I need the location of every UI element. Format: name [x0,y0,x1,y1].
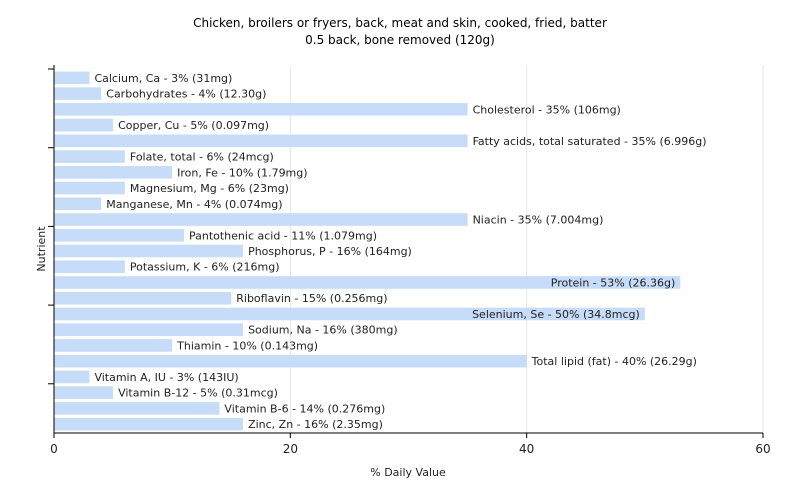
bar-17 [54,339,173,352]
bar-22 [54,417,244,431]
bar-label-11: Phosphorus, P - 16% (164mg) [248,245,412,258]
chart-title: Chicken, broilers or fryers, back, meat … [193,16,607,30]
bar-label-0: Calcium, Ca - 3% (31mg) [94,72,232,85]
bar-label-21: Vitamin B-6 - 14% (0.276mg) [224,402,385,415]
bar-13 [54,276,681,289]
bar-label-3: Copper, Cu - 5% (0.097mg) [118,119,269,132]
bar-5 [54,150,125,163]
bar-label-5: Folate, total - 6% (24mcg) [130,151,274,164]
bar-14 [54,291,232,305]
bar-21 [54,402,220,415]
bar-label-17: Thiamin - 10% (0.143mg) [176,339,318,352]
bar-label-1: Carbohydrates - 4% (12.30g) [106,88,266,101]
bar-label-15: Selenium, Se - 50% (34.8mcg) [472,308,640,321]
y-axis-label: Nutrient [35,226,48,272]
bar-11 [54,244,244,258]
bar-3 [54,118,114,132]
axes-group: 0 20 40 60 [48,65,771,456]
bar-12 [54,260,125,274]
bar-15 [54,307,645,321]
bar-18 [54,354,527,368]
x-tick-label-1: 20 [283,442,298,456]
bar-1 [54,87,102,100]
bar-label-8: Manganese, Mn - 4% (0.074mg) [106,198,282,211]
bar-0 [54,71,90,85]
bar-label-4: Fatty acids, total saturated - 35% (6.99… [473,135,707,148]
x-tick-label-2: 40 [519,442,534,456]
bar-9 [54,213,468,226]
bar-label-13: Protein - 53% (26.36g) [551,276,676,289]
bar-4 [54,134,468,148]
x-axis-label: % Daily Value [370,466,446,479]
bar-label-20: Vitamin B-12 - 5% (0.31mcg) [118,387,278,400]
bar-label-19: Vitamin A, IU - 3% (143IU) [94,371,238,384]
bar-8 [54,197,102,211]
bar-10 [54,228,184,242]
bar-16 [54,323,244,336]
bar-label-22: Zinc, Zn - 16% (2.35mg) [248,418,383,431]
bars-group: Calcium, Ca - 3% (31mg) Carbohydrates - 4… [54,71,707,431]
x-tick-label-3: 60 [755,442,770,456]
chart-subtitle: 0.5 back, bone removed (120g) [305,33,495,47]
bar-label-10: Pantothenic acid - 11% (1.079mg) [189,229,377,242]
bar-label-6: Iron, Fe - 10% (1.79mg) [177,166,307,179]
bar-label-18: Total lipid (fat) - 40% (26.29g) [531,355,697,368]
bar-label-14: Riboflavin - 15% (0.256mg) [236,292,387,305]
bar-6 [54,166,173,179]
bar-2 [54,103,468,116]
bar-label-9: Niacin - 35% (7.004mg) [473,214,604,227]
bar-19 [54,370,90,384]
x-tick-label-0: 0 [50,442,58,456]
bar-label-7: Magnesium, Mg - 6% (23mg) [130,182,289,195]
bar-7 [54,181,125,195]
bar-label-2: Cholesterol - 35% (106mg) [473,103,621,116]
bar-label-12: Potassium, K - 6% (216mg) [130,261,280,274]
bar-label-16: Sodium, Na - 16% (380mg) [248,324,398,337]
bar-20 [54,386,114,399]
